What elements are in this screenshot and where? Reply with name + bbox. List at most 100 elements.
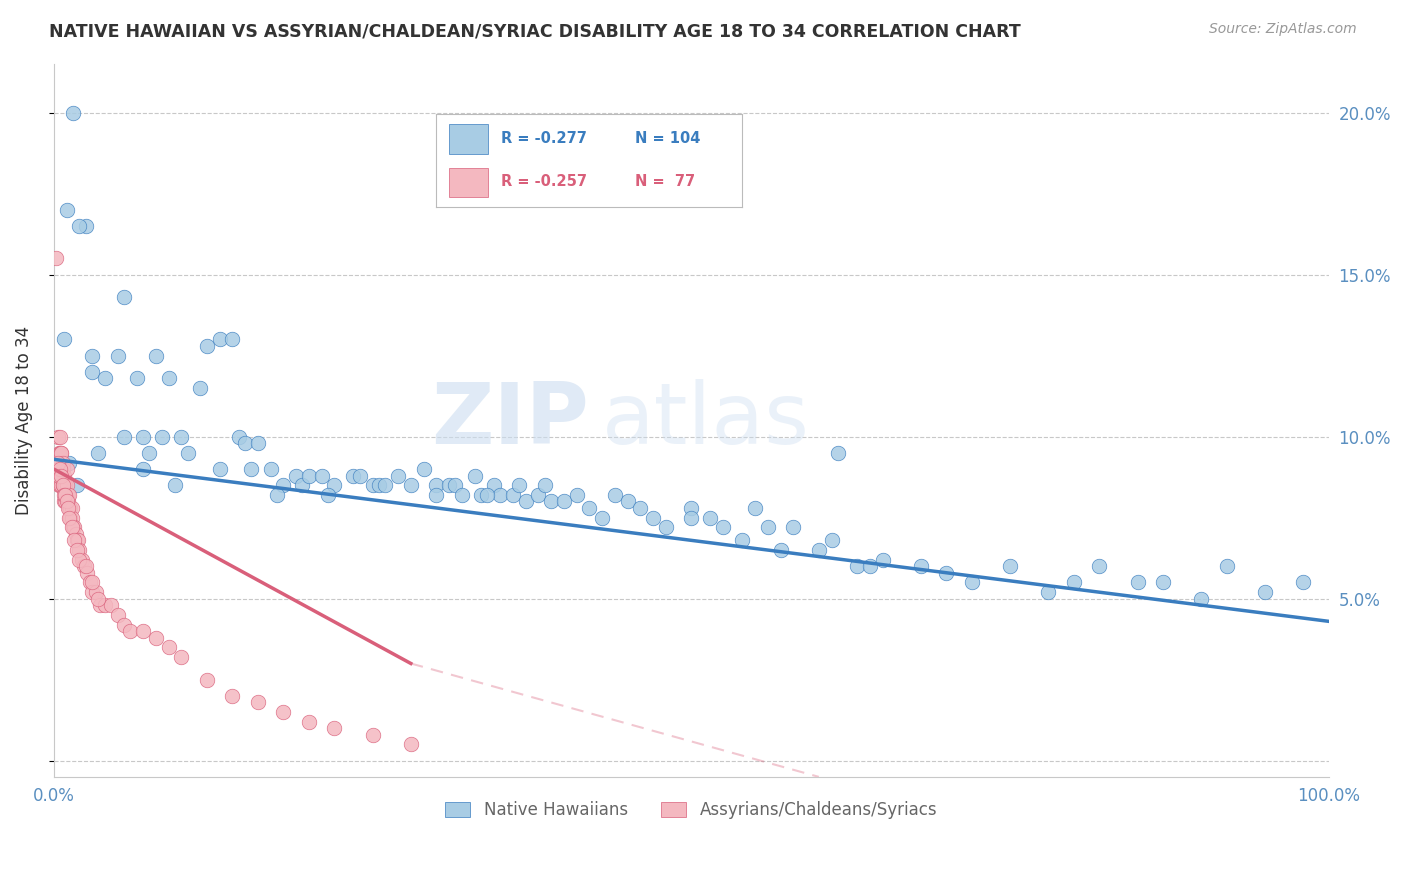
Point — [62, 105, 84, 120]
Point — [285, 468, 308, 483]
Point — [711, 520, 734, 534]
Point — [1152, 575, 1174, 590]
Point — [49, 468, 72, 483]
Point — [55, 202, 77, 217]
Point — [872, 553, 894, 567]
Point — [112, 430, 135, 444]
Point — [846, 559, 869, 574]
Text: NATIVE HAWAIIAN VS ASSYRIAN/CHALDEAN/SYRIAC DISABILITY AGE 18 TO 34 CORRELATION : NATIVE HAWAIIAN VS ASSYRIAN/CHALDEAN/SYR… — [49, 22, 1021, 40]
Point — [138, 446, 160, 460]
Point — [59, 510, 82, 524]
Point — [79, 575, 101, 590]
Point — [910, 559, 932, 574]
Point — [807, 543, 830, 558]
Point — [170, 430, 193, 444]
Point — [437, 478, 460, 492]
Point — [62, 520, 84, 534]
Point — [87, 446, 110, 460]
Point — [157, 640, 180, 655]
Point — [66, 543, 89, 558]
Point — [578, 500, 600, 515]
Point — [477, 488, 499, 502]
Point — [1254, 585, 1277, 599]
Point — [53, 494, 76, 508]
Point — [527, 488, 550, 502]
Point — [107, 607, 129, 622]
Point — [387, 468, 409, 483]
Point — [53, 333, 76, 347]
Point — [56, 500, 79, 515]
Point — [655, 520, 678, 534]
Point — [89, 598, 111, 612]
Point — [55, 488, 77, 502]
Point — [55, 494, 77, 508]
Point — [960, 575, 983, 590]
Point — [53, 494, 76, 508]
Point — [60, 520, 83, 534]
Point — [94, 598, 117, 612]
Point — [87, 591, 110, 606]
Point — [565, 488, 588, 502]
Text: ZIP: ZIP — [432, 379, 589, 462]
Y-axis label: Disability Age 18 to 34: Disability Age 18 to 34 — [15, 326, 32, 515]
Point — [208, 333, 231, 347]
Point — [311, 468, 333, 483]
Point — [49, 446, 72, 460]
Point — [51, 478, 73, 492]
Point — [1126, 575, 1149, 590]
Point — [170, 650, 193, 665]
Point — [52, 478, 75, 492]
Point — [1038, 585, 1060, 599]
Point — [80, 585, 103, 599]
Point — [470, 488, 492, 502]
Point — [349, 468, 371, 483]
Point — [827, 446, 849, 460]
Point — [67, 553, 90, 567]
Point — [112, 290, 135, 304]
Point — [60, 510, 83, 524]
Point — [259, 462, 281, 476]
Point — [51, 446, 73, 460]
Text: Source: ZipAtlas.com: Source: ZipAtlas.com — [1209, 22, 1357, 37]
Point — [48, 468, 70, 483]
Point — [51, 468, 73, 483]
Point — [540, 494, 562, 508]
Point — [163, 478, 186, 492]
Point — [46, 456, 69, 470]
Point — [508, 478, 530, 492]
Point — [361, 728, 384, 742]
Point — [769, 543, 792, 558]
Point — [489, 488, 512, 502]
Point — [70, 553, 93, 567]
Point — [48, 446, 70, 460]
Legend: Native Hawaiians, Assyrians/Chaldeans/Syriacs: Native Hawaiians, Assyrians/Chaldeans/Sy… — [439, 794, 943, 826]
Point — [100, 598, 122, 612]
Point — [120, 624, 142, 638]
Point — [46, 462, 69, 476]
Point — [58, 500, 80, 515]
Point — [73, 559, 96, 574]
Point — [425, 488, 447, 502]
Point — [744, 500, 766, 515]
Point — [125, 371, 148, 385]
Point — [132, 430, 155, 444]
Point — [533, 478, 555, 492]
Point — [515, 494, 537, 508]
Point — [132, 624, 155, 638]
Point — [820, 533, 842, 548]
Point — [59, 500, 82, 515]
Point — [502, 488, 524, 502]
Point — [233, 436, 256, 450]
Point — [56, 488, 79, 502]
Point — [45, 252, 67, 266]
Point — [240, 462, 263, 476]
Point — [628, 500, 651, 515]
Point — [1216, 559, 1239, 574]
Point — [58, 456, 80, 470]
Point — [53, 488, 76, 502]
Point — [399, 738, 422, 752]
Point — [782, 520, 804, 534]
Point — [145, 631, 167, 645]
Point — [48, 478, 70, 492]
Point — [756, 520, 779, 534]
